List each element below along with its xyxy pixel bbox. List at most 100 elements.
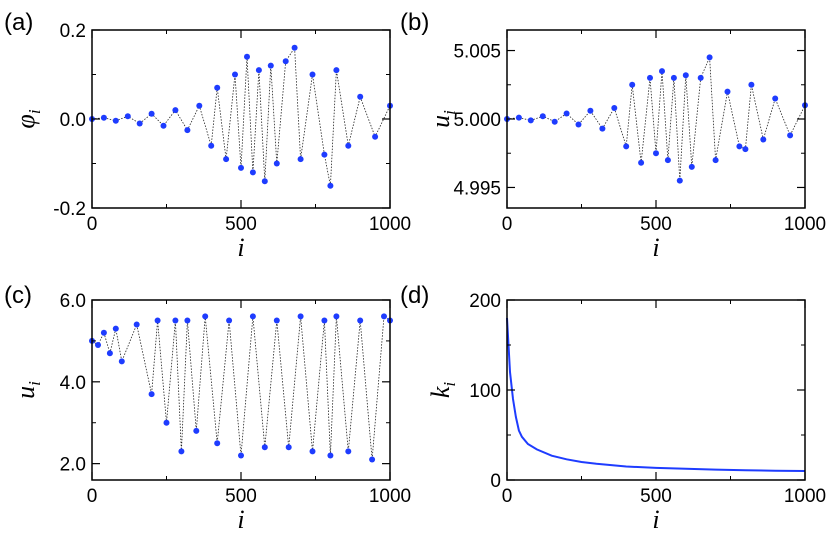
panel-b-point-27 [748, 81, 755, 88]
panel-b-point-28 [760, 136, 767, 143]
panel-a-point-14 [238, 164, 244, 171]
panel-d-ylabel: ki [426, 382, 459, 399]
panel-b-point-23 [712, 157, 719, 164]
panel-c-ylabel-main: u [11, 386, 40, 399]
panel-a-point-9 [196, 102, 203, 109]
panel-a-point-12 [223, 156, 230, 163]
panel-d-series-line [506, 317, 806, 472]
panel-a-point-5 [148, 110, 155, 117]
panel-a-point-23 [297, 156, 304, 163]
panel-c-ylabel-sub: i [25, 381, 44, 386]
panel-a-point-6 [160, 122, 167, 129]
panel-c-ylabel: ui [11, 381, 44, 399]
panel-b-point-10 [623, 143, 630, 150]
panel-b-point-16 [664, 157, 671, 164]
panel-a-point-8 [184, 127, 191, 134]
panel-b-point-11 [629, 81, 636, 88]
panel-c-point-29 [369, 456, 376, 463]
panel-d-ytick-label-0: 0 [490, 471, 501, 492]
panel-a-point-24 [309, 71, 316, 78]
panel-b-series-line [506, 57, 806, 181]
panel-c-point-1 [95, 342, 101, 348]
panel-c-label: (c) [4, 282, 32, 309]
panel-a-point-21 [282, 58, 289, 65]
panel-a-point-16 [249, 169, 256, 176]
panel-a-ytick-label-0: -0.2 [53, 199, 86, 220]
panel-b-point-6 [575, 121, 582, 128]
panel-d-ytick-label-1: 100 [469, 381, 501, 402]
panel-c-ytick-label-0: 2.0 [60, 455, 86, 476]
panel-a-point-1 [100, 114, 107, 121]
panel-b-point-15 [659, 68, 665, 75]
panel-c-point-8 [154, 317, 161, 324]
panel-c-ytick-label-2: 6.0 [60, 291, 86, 312]
panel-a-point-3 [124, 113, 131, 120]
panel-a-ylabel: φi [11, 109, 44, 128]
panel-b-frame [506, 29, 806, 209]
panel-d-ytick-label-2: 200 [469, 291, 501, 312]
panel-a-point-10 [208, 142, 215, 149]
panel-b-ytick-label-1: 5.000 [453, 110, 501, 131]
panel-a-point-11 [214, 84, 221, 91]
panel-c-point-16 [226, 317, 233, 324]
panel-b-ytick-label-0: 4.995 [453, 178, 501, 199]
panel-d-ylabel-sub: i [440, 382, 459, 387]
panel-c-point-5 [118, 358, 125, 365]
panel-c-point-23 [309, 448, 316, 455]
panel-b-xtick-label-1: 500 [640, 214, 672, 235]
panel-b-point-17 [670, 74, 677, 81]
panel-d-xtick-label-2: 1000 [784, 486, 826, 507]
panel-b-xlabel: i [652, 233, 659, 262]
panel-c-point-14 [202, 313, 209, 320]
panel-c-point-13 [193, 427, 200, 434]
panel-c-point-21 [285, 444, 292, 451]
panel-c-point-11 [178, 448, 185, 455]
panel-c-point-9 [163, 419, 170, 426]
panel-b-point-12 [638, 159, 645, 166]
panel-d-label: (d) [400, 282, 429, 309]
panel-c-ytick-label-1: 4.0 [60, 373, 86, 394]
panel-b-point-26 [742, 146, 749, 153]
panel-c-point-26 [333, 313, 340, 320]
panel-a-point-4 [136, 120, 143, 127]
panel-d-xlabel: i [652, 505, 659, 534]
panel-a-ylabel-main: φ [11, 114, 40, 128]
panel-a-ylabel-sub: i [25, 109, 44, 114]
panel-b-point-24 [724, 88, 731, 95]
panel-b-ylabel: ui [426, 110, 459, 128]
panel-a-point-30 [372, 133, 379, 140]
panel-b-ytick-label-2: 5.005 [453, 42, 501, 63]
panel-c-point-18 [249, 313, 256, 320]
panel-c-xtick-label-1: 500 [225, 486, 257, 507]
panel-b-point-9 [611, 105, 618, 111]
panel-c-point-15 [214, 440, 221, 447]
panel-a-point-27 [333, 67, 340, 74]
panel-a-point-26 [327, 182, 334, 189]
panel-b-point-21 [697, 74, 704, 81]
panel-a-point-7 [172, 107, 179, 114]
panel-c-point-20 [273, 317, 280, 324]
panel-d-xtick-label-1: 500 [640, 486, 672, 507]
panel-d-ylabel-main: k [426, 386, 455, 398]
panel-b-point-19 [682, 72, 689, 79]
panel-a-point-25 [321, 151, 328, 158]
panel-b-label: (b) [400, 9, 429, 36]
panel-b-point-22 [706, 54, 713, 61]
panel-b-point-13 [647, 74, 653, 81]
panel-a-xtick-label-2: 1000 [369, 214, 411, 235]
panel-b-point-4 [551, 118, 558, 125]
panel-c-series-line [91, 315, 391, 460]
panel-a-point-15 [244, 53, 250, 60]
panel-a-point-29 [357, 93, 364, 100]
panel-b-point-29 [772, 95, 779, 102]
panel-c-xtick-label-0: 0 [87, 486, 98, 507]
panel-b-ylabel-main: u [426, 115, 455, 128]
panel-c-point-17 [238, 452, 244, 459]
panel-b-point-8 [599, 125, 606, 132]
panel-b-xtick-label-2: 1000 [784, 214, 826, 235]
panel-d-xtick-label-0: 0 [502, 486, 513, 507]
panel-b-point-18 [676, 177, 683, 184]
